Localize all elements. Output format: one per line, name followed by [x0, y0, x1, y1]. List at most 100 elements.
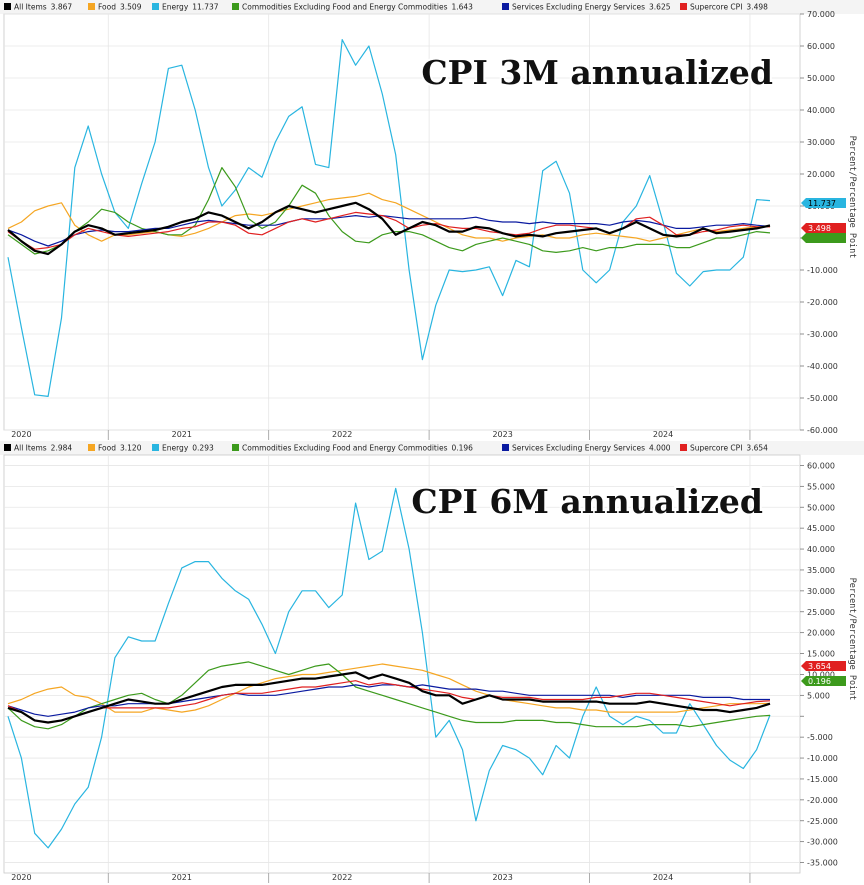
legend-entry: Energy 0.293 — [162, 444, 214, 453]
legend-swatch — [152, 3, 159, 10]
legend-series-name: Energy — [162, 3, 189, 12]
y-tick-label: -30.000 — [807, 838, 838, 847]
series-line — [7, 684, 770, 717]
x-tick-label: 2023 — [492, 873, 512, 882]
legend-series-name: Services Excluding Energy Services — [512, 444, 645, 453]
legend-entry: Food 3.509 — [98, 3, 142, 12]
series-line — [7, 167, 771, 255]
chart-title: CPI 6M annualized — [411, 482, 763, 521]
y-axis-label: Percent/Percentage Point — [847, 136, 857, 259]
value-tag — [801, 198, 846, 208]
series-line — [7, 38, 771, 397]
legend-swatch — [680, 3, 687, 10]
y-tick-label: 5.000 — [807, 691, 830, 700]
plot-area — [3, 13, 801, 431]
x-axis: 2020 2021 2022 2023 2024 — [11, 455, 751, 883]
legend-series-name: Services Excluding Energy Services — [512, 3, 645, 12]
y-tick-label: -30.000 — [807, 330, 838, 339]
legend-series-name: Energy — [162, 444, 189, 453]
legend-series-value: 3.654 — [746, 444, 768, 453]
y-tick-label: 60.000 — [807, 461, 835, 470]
legend-swatch — [4, 444, 11, 451]
y-tick-label: -5.000 — [807, 733, 833, 742]
legend-series-name: Food — [98, 444, 116, 453]
chart-6m: 60.000 55.000 50.000 45.000 40.000 35.000 30.0… — [0, 441, 864, 883]
y-axis: 70.00060.00050.00040.00030.00020.00010.0… — [4, 10, 838, 435]
y-tick-label: 55.000 — [807, 482, 835, 491]
value-tag — [801, 223, 846, 233]
series-line — [7, 487, 771, 849]
y-tick-label: 40.000 — [807, 545, 835, 554]
value-tag-label: 3.498 — [808, 224, 831, 233]
x-tick-label: 2023 — [492, 430, 512, 439]
x-tick-label: 2024 — [653, 873, 673, 882]
legend-entry: Energy 11.737 — [162, 3, 219, 12]
y-tick-label: 50.000 — [807, 74, 835, 83]
series-line — [7, 671, 771, 724]
y-tick-label: 35.000 — [807, 566, 835, 575]
value-tag — [801, 233, 846, 243]
series-line — [7, 192, 770, 242]
legend-series-value: 2.984 — [51, 444, 73, 453]
y-tick-label: 10.000 — [807, 670, 835, 679]
legend-swatch — [502, 3, 509, 10]
value-tag-label: 3.654 — [808, 662, 831, 671]
legend-swatch — [88, 3, 95, 10]
chart-panel-6m: 60.000 55.000 50.000 45.000 40.000 35.000 30.0… — [0, 441, 864, 885]
y-tick-label: 40.000 — [807, 106, 835, 115]
chart-3m: 70.00060.00050.00040.00030.00020.00010.0… — [0, 0, 864, 440]
legend-swatch — [232, 3, 239, 10]
y-tick-label: -35.000 — [807, 859, 838, 868]
y-tick-label: 45.000 — [807, 524, 835, 533]
series-line — [7, 663, 771, 713]
y-tick-label: 20.000 — [807, 170, 835, 179]
y-tick-label: -20.000 — [807, 298, 838, 307]
legend-series-name: Commodities Excluding Food and Energy Co… — [242, 3, 448, 12]
y-tick-label: 25.000 — [807, 608, 835, 617]
series-line — [7, 211, 770, 250]
legend-series-value: 4.000 — [649, 444, 671, 453]
y-tick-label: -10.000 — [807, 754, 838, 763]
legend: All Items 2.984 Food 3.120 Energy 0.293 Commod… — [4, 444, 768, 453]
y-tick-label: 50.000 — [807, 503, 835, 512]
series-line — [7, 680, 771, 724]
series-group — [7, 487, 771, 849]
value-tags: 11.737 3.498 — [801, 198, 846, 243]
series-line — [7, 661, 771, 730]
legend-swatch — [88, 444, 95, 451]
legend-series-value: 3.867 — [51, 3, 73, 12]
value-tags: 3.654 0.196 — [801, 661, 846, 686]
legend-series-value: 0.196 — [451, 444, 473, 453]
legend-series-name: All Items — [14, 3, 47, 12]
legend-series-value: 3.509 — [120, 3, 142, 12]
legend-bar — [0, 441, 864, 455]
legend-series-value: 3.120 — [120, 444, 142, 453]
legend-swatch — [152, 444, 159, 451]
series-group — [7, 38, 771, 397]
legend-swatch — [502, 444, 509, 451]
legend-series-name: Supercore CPI — [690, 3, 742, 12]
legend: All Items 3.867 Food 3.509 Energy 11.737 Commo… — [4, 3, 768, 12]
y-tick-label: -40.000 — [807, 362, 838, 371]
series-line — [7, 201, 771, 256]
y-tick-label: 20.000 — [807, 629, 835, 638]
y-tick-label: 60.000 — [807, 42, 835, 51]
legend-series-name: Supercore CPI — [690, 444, 742, 453]
y-tick-label: -25.000 — [807, 817, 838, 826]
value-tag — [801, 676, 846, 686]
y-tick-label: -20.000 — [807, 796, 838, 805]
chart-title: CPI 3M annualized — [421, 53, 773, 92]
legend-series-name: Commodities Excluding Food and Energy Co… — [242, 444, 448, 453]
legend-series-value: 3.625 — [649, 3, 671, 12]
x-tick-label: 2024 — [653, 430, 673, 439]
legend-series-value: 0.293 — [192, 444, 214, 453]
legend-entry: Commodities Excluding Food and Energy Co… — [242, 444, 473, 453]
legend-entry: Supercore CPI 3.498 — [690, 3, 768, 12]
legend-entry: Supercore CPI 3.654 — [690, 444, 768, 453]
x-tick-label: 2021 — [172, 873, 192, 882]
legend-entry: Commodities Excluding Food and Energy Co… — [242, 3, 473, 12]
x-tick-label: 2020 — [11, 873, 31, 882]
y-tick-label: 30.000 — [807, 138, 835, 147]
legend-swatch — [680, 444, 687, 451]
y-tick-label: -60.000 — [807, 426, 838, 435]
